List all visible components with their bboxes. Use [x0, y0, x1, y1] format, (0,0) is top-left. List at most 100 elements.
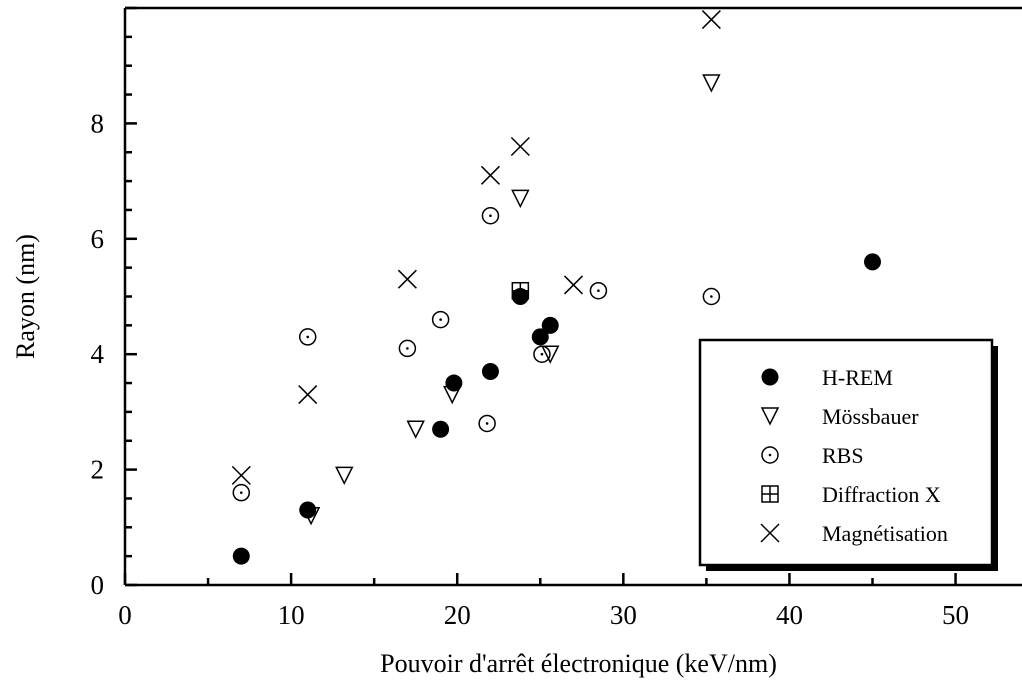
- marker-shape: [406, 420, 425, 439]
- data-point: [511, 189, 530, 209]
- legend-label: RBS: [822, 443, 864, 468]
- marker-shape: [702, 74, 721, 93]
- marker-shape: [864, 253, 881, 271]
- data-point: [299, 501, 317, 519]
- data-point: [432, 420, 450, 438]
- marker-line-b: [298, 385, 318, 405]
- data-point: [301, 507, 321, 526]
- data-point: [563, 275, 584, 295]
- marker-shape: [335, 466, 354, 486]
- legend-marker: [760, 523, 780, 543]
- marker-dot: [306, 335, 310, 339]
- x-tick-label: 50: [942, 600, 969, 630]
- marker-line-b: [397, 269, 417, 289]
- marker-dot: [239, 491, 243, 494]
- y-tick-label: 2: [91, 455, 105, 485]
- data-point: [480, 165, 500, 185]
- ticks: 0 10 20 30 40 50 0 2 4 6 8: [91, 6, 969, 630]
- data-point: [478, 414, 496, 433]
- data-point: [864, 253, 881, 271]
- x-tick-label: 30: [610, 600, 637, 630]
- data-point: [510, 136, 530, 157]
- data-point: [431, 310, 450, 329]
- x-tick-label: 0: [118, 600, 132, 630]
- data-point: [481, 206, 500, 225]
- marker-shape: [232, 483, 251, 502]
- data-point: [397, 269, 417, 289]
- data-points: [231, 10, 881, 565]
- series-h-rem: [232, 253, 881, 565]
- marker-dot: [406, 347, 409, 350]
- marker-shape: [298, 328, 317, 346]
- legend-marker: [761, 485, 779, 503]
- marker-shape: [511, 189, 530, 209]
- marker-line-b: [231, 465, 251, 485]
- marker-shape: [761, 368, 779, 386]
- legend-label: Magnétisation: [822, 521, 948, 546]
- marker-dot: [439, 318, 442, 321]
- series-m-ssbauer: [301, 74, 721, 526]
- marker-shape: [443, 385, 462, 405]
- data-point: [231, 465, 251, 485]
- marker-shape: [481, 206, 500, 225]
- marker-shape: [531, 328, 549, 346]
- marker-dot: [597, 289, 600, 293]
- y-tick-label: 6: [91, 224, 105, 254]
- x-axis-label: Pouvoir d'arrêt électronique (keV/nm): [380, 649, 777, 678]
- data-point: [443, 385, 462, 405]
- marker-shape: [432, 420, 450, 438]
- data-point: [481, 363, 499, 381]
- marker-shape: [232, 547, 250, 565]
- y-axis-label: Rayon (nm): [11, 234, 40, 359]
- x-tick-label: 10: [278, 600, 305, 630]
- data-point: [701, 10, 721, 30]
- legend-marker: [761, 446, 779, 464]
- y-tick-label: 4: [91, 339, 105, 369]
- marker-shape: [478, 414, 496, 433]
- marker-line-b: [480, 165, 500, 185]
- marker-dot: [489, 214, 492, 218]
- legend-marker: [760, 407, 780, 426]
- data-point: [702, 74, 721, 93]
- data-point: [531, 328, 549, 346]
- data-point: [298, 385, 318, 405]
- data-point: [406, 420, 425, 439]
- marker-shape: [431, 310, 450, 329]
- marker-shape: [481, 363, 499, 381]
- x-tick-label: 20: [444, 600, 471, 630]
- marker-shape: [702, 287, 721, 306]
- y-tick-label: 8: [91, 108, 105, 138]
- marker-shape: [301, 507, 321, 526]
- marker-dot: [710, 295, 713, 298]
- marker-shape: [541, 316, 559, 334]
- marker-shape: [541, 345, 560, 364]
- series-rbs: [232, 206, 721, 502]
- marker-dot: [485, 422, 489, 425]
- legend-label: Mössbauer: [822, 404, 919, 429]
- data-point: [298, 328, 317, 346]
- data-point: [702, 287, 721, 306]
- marker-shape: [589, 281, 608, 300]
- legend-marker: [761, 368, 779, 386]
- marker-shape: [299, 501, 317, 519]
- data-point: [511, 281, 530, 300]
- x-tick-label: 40: [776, 600, 803, 630]
- legend: H-REM Mössbauer RBS Diffraction X Magnétisat…: [698, 338, 998, 571]
- data-point: [541, 316, 559, 334]
- marker-shape: [398, 339, 417, 358]
- marker-dot: [768, 453, 772, 457]
- marker-line-b: [760, 523, 780, 543]
- data-point: [232, 483, 251, 502]
- series-diffraction-x: [511, 281, 530, 300]
- y-tick-label: 0: [91, 570, 105, 600]
- marker-shape: [761, 446, 779, 464]
- data-point: [589, 281, 608, 300]
- legend-box: [698, 338, 994, 567]
- series-magn-tisation: [231, 10, 721, 485]
- marker-line-b: [701, 10, 721, 30]
- marker-line-b: [510, 136, 530, 157]
- data-point: [335, 466, 354, 486]
- legend-label: H-REM: [822, 365, 893, 390]
- marker-shape: [760, 407, 780, 426]
